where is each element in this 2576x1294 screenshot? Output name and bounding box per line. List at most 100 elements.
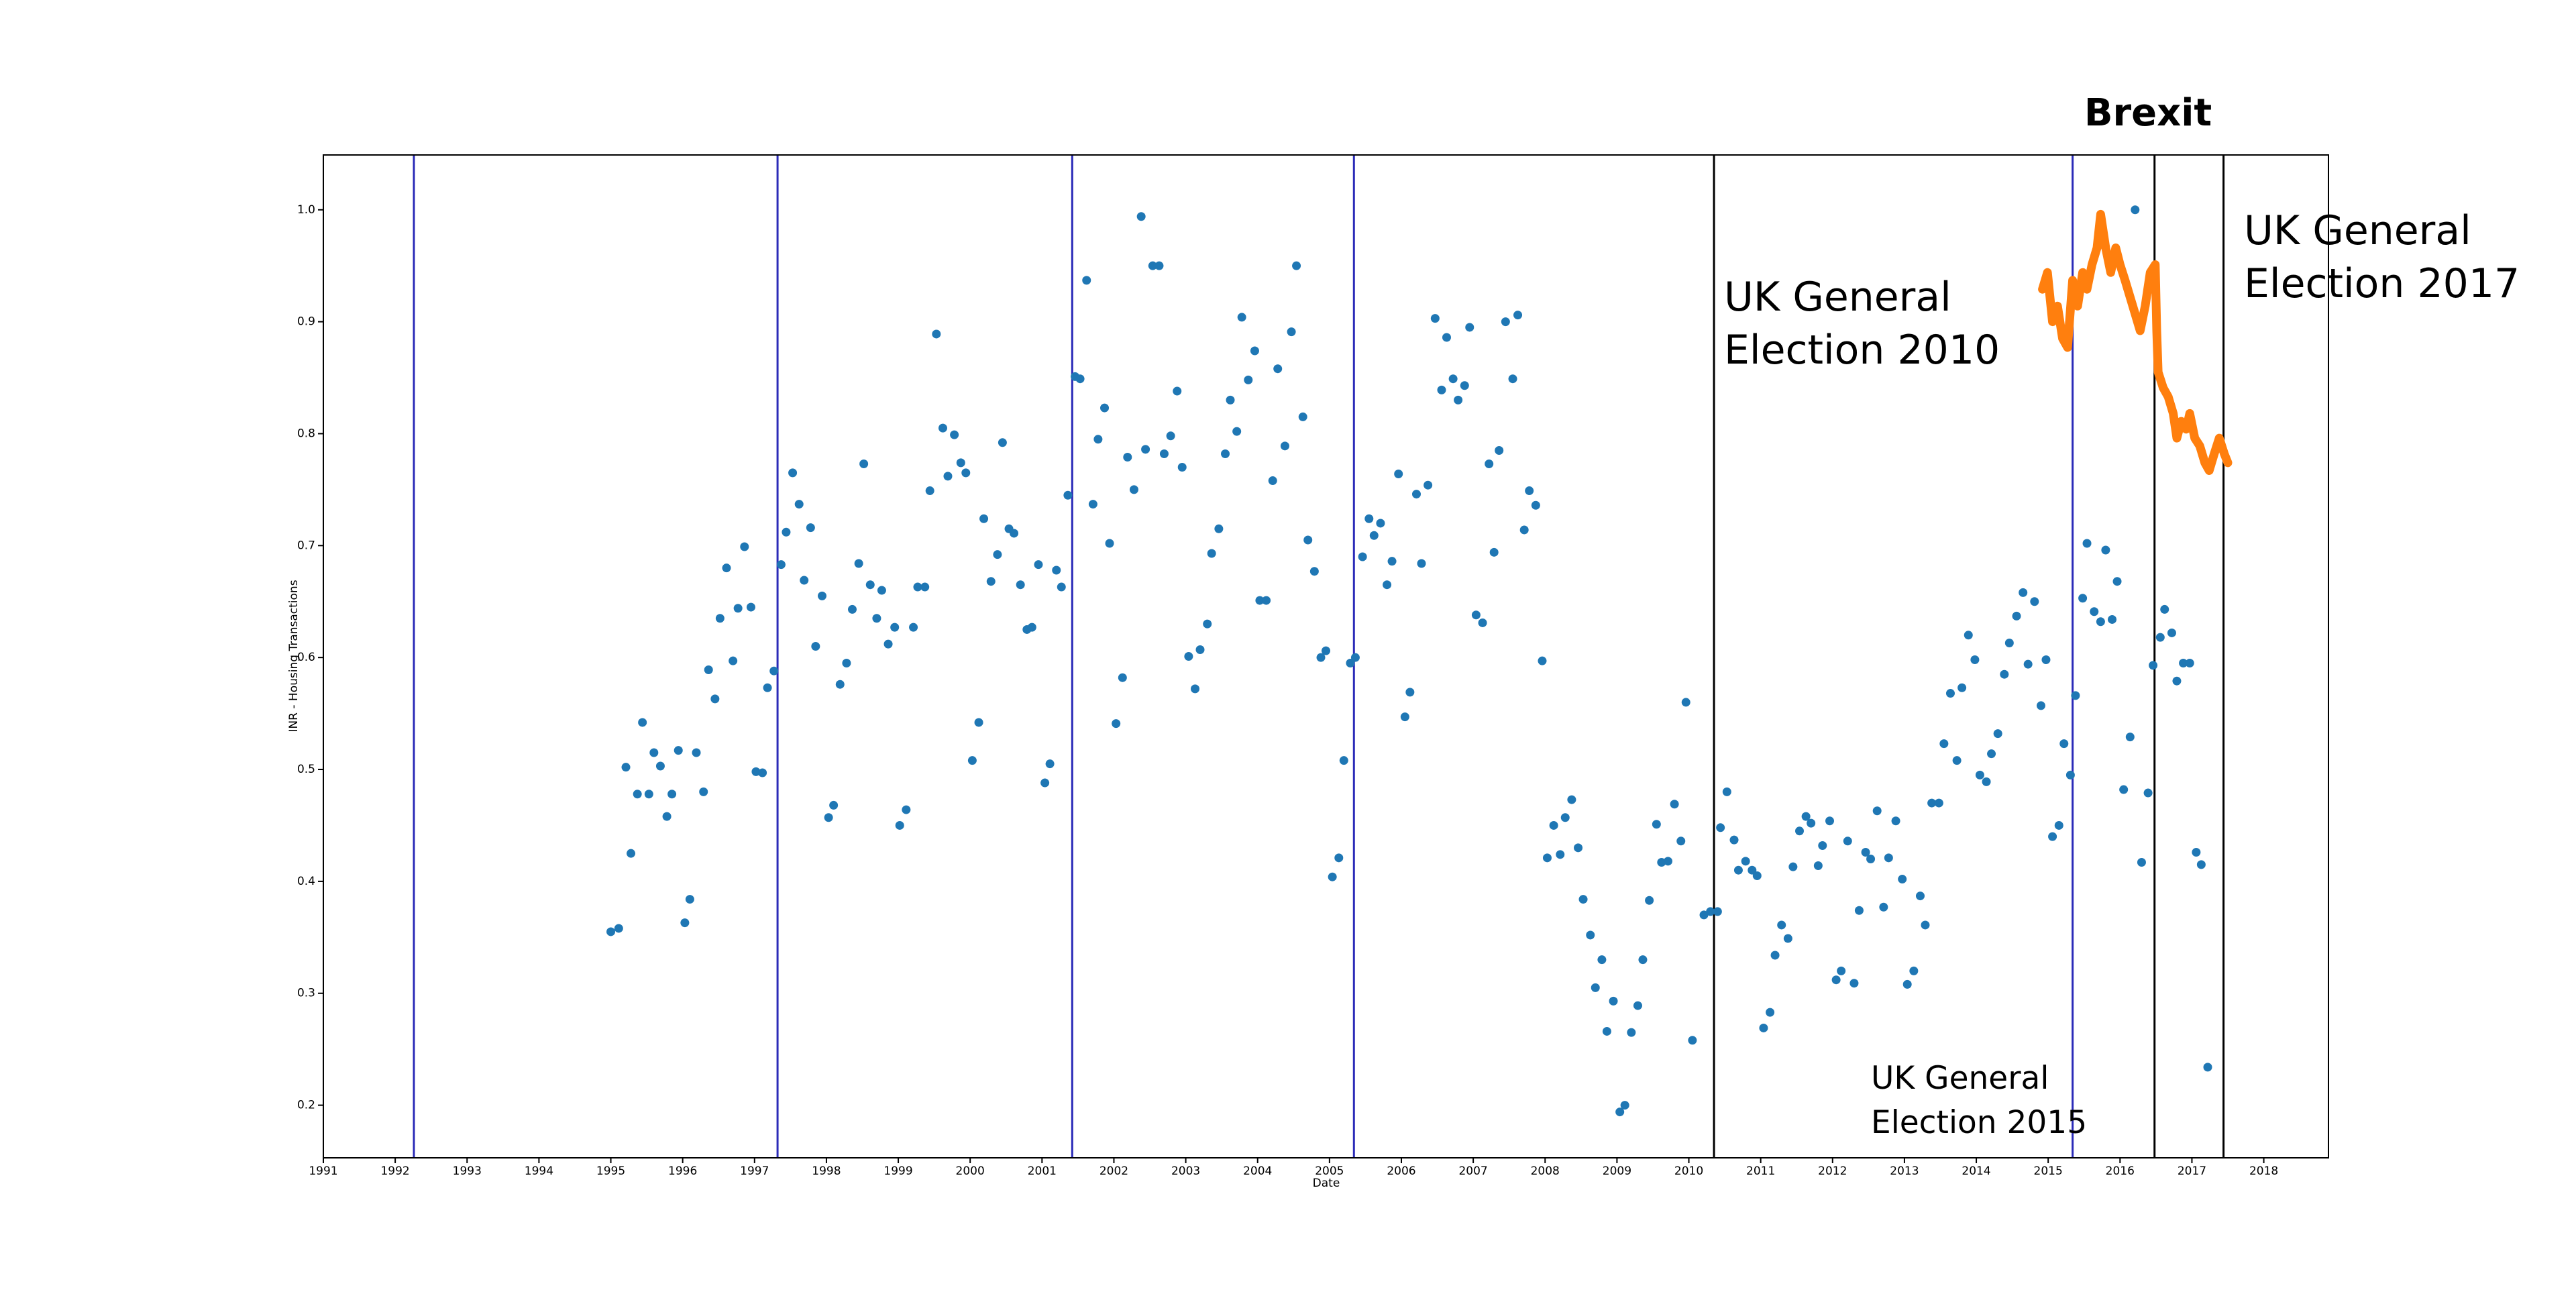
- scatter-point: [2131, 205, 2140, 215]
- scatter-point: [1093, 435, 1103, 444]
- scatter-point: [1123, 453, 1132, 462]
- scatter-point: [2192, 847, 2201, 857]
- scatter-point: [2041, 655, 2051, 665]
- scatter-point: [1777, 920, 1786, 930]
- scatter-point: [1652, 820, 1661, 829]
- scatter-point: [704, 665, 713, 675]
- scatter-point: [979, 514, 989, 523]
- scatter-point: [902, 805, 911, 814]
- scatter-point: [1795, 826, 1805, 836]
- scatter-point: [1411, 490, 1421, 499]
- scatter-point: [1982, 777, 1991, 786]
- scatter-point: [1633, 1001, 1642, 1010]
- x-tick-label: 2011: [1746, 1165, 1775, 1178]
- scatter-point: [733, 604, 743, 613]
- scatter-point: [1040, 778, 1050, 788]
- scatter-point: [1485, 460, 1494, 469]
- scatter-point: [1387, 557, 1397, 566]
- scatter-point: [1663, 857, 1672, 866]
- scatter-point: [1430, 314, 1440, 323]
- scatter-point: [1226, 395, 1235, 405]
- scatter-point: [1334, 853, 1344, 863]
- x-tick-label: 2009: [1603, 1165, 1631, 1178]
- scatter-point: [1898, 875, 1907, 884]
- scatter-point: [1578, 895, 1588, 904]
- scatter-point: [1866, 855, 1876, 864]
- scatter-point: [1339, 756, 1348, 765]
- x-tick-label: 2014: [1962, 1165, 1990, 1178]
- scatter-point: [1280, 441, 1289, 451]
- y-tick-label: 0.4: [297, 875, 315, 888]
- scatter-point: [662, 812, 672, 821]
- scatter-point: [1417, 559, 1426, 568]
- line-series: [2038, 209, 2233, 475]
- scatter-point: [1478, 618, 1487, 627]
- scatter-point: [1394, 470, 1403, 479]
- scatter-point: [883, 639, 893, 649]
- scatter-point: [2137, 858, 2146, 867]
- scatter-point: [1939, 739, 1949, 749]
- scatter-point: [1574, 843, 1583, 853]
- scatter-point: [788, 468, 798, 478]
- x-tick-label: 2000: [956, 1165, 985, 1178]
- x-tick-label: 1995: [596, 1165, 625, 1178]
- scatter-point: [2071, 691, 2080, 700]
- scatter-point: [1854, 906, 1864, 915]
- scatter-point: [769, 666, 779, 676]
- scatter-point: [1155, 261, 1164, 270]
- scatter-point: [1825, 816, 1834, 826]
- scatter-point: [956, 458, 965, 468]
- scatter-point: [2090, 607, 2099, 616]
- scatter-point: [1615, 1108, 1625, 1117]
- scatter-point: [1495, 445, 1504, 455]
- scatter-point: [1670, 800, 1679, 809]
- scatter-point: [1501, 317, 1510, 327]
- scatter-point: [1350, 653, 1360, 662]
- x-tick-label: 1992: [380, 1165, 409, 1178]
- x-tick-label: 2007: [1458, 1165, 1487, 1178]
- scatter-point: [2030, 597, 2039, 606]
- scatter-point: [1927, 798, 1937, 808]
- scatter-point: [1638, 955, 1648, 965]
- scatter-point: [1346, 659, 1355, 668]
- scatter-point: [1843, 837, 1852, 846]
- scatter-point: [2203, 1063, 2212, 1072]
- scatter-point: [938, 423, 947, 433]
- scatter-point: [925, 486, 934, 496]
- scatter-point: [993, 550, 1002, 559]
- scatter-point: [1250, 346, 1259, 356]
- scatter-point: [2004, 638, 2014, 647]
- scatter-point: [1088, 500, 1097, 509]
- scatter-point: [1442, 333, 1451, 342]
- scatter-point: [1849, 979, 1859, 988]
- scatter-point: [967, 756, 977, 765]
- scatter-point: [1437, 385, 1446, 394]
- x-tick-label: 2002: [1099, 1165, 1128, 1178]
- scatter-point: [1872, 806, 1882, 816]
- scatter-point: [2019, 588, 2028, 597]
- scatter-point: [1560, 813, 1570, 822]
- scatter-point: [1706, 907, 1715, 916]
- scatter-point: [1818, 841, 1827, 850]
- scatter-point: [1075, 374, 1085, 384]
- scatter-point: [1681, 698, 1690, 707]
- x-tick-label: 1999: [883, 1165, 912, 1178]
- scatter-point: [1016, 580, 1025, 590]
- scatter-point: [2000, 669, 2009, 679]
- scatter-point: [872, 614, 881, 623]
- scatter-point: [1268, 476, 1277, 486]
- scatter-point: [1567, 795, 1576, 804]
- scatter-point: [729, 656, 738, 665]
- scatter-point: [667, 790, 677, 799]
- scatter-point: [1688, 1036, 1697, 1045]
- scatter-point: [1657, 858, 1666, 867]
- scatter-point: [2155, 633, 2165, 642]
- scatter-point: [1203, 619, 1212, 629]
- scatter-point: [1232, 427, 1242, 436]
- scatter-point: [1166, 431, 1175, 441]
- scatter-point: [811, 641, 820, 651]
- scatter-point: [2149, 661, 2158, 670]
- scatter-point: [1921, 920, 1930, 930]
- chart-title: Brexit: [2084, 91, 2212, 135]
